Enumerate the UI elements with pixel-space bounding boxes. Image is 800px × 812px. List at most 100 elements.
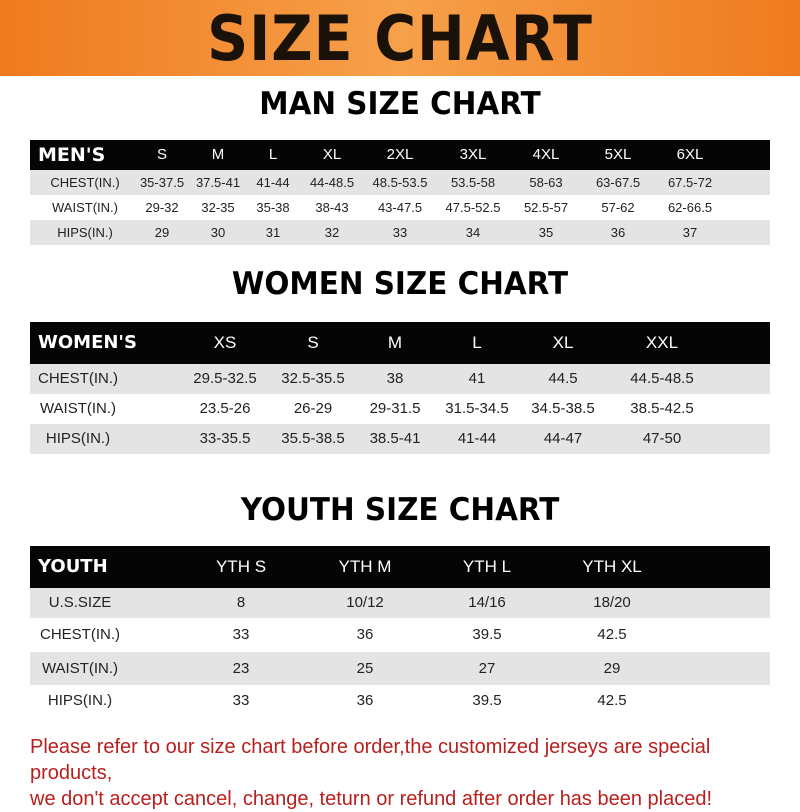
row-label: HIPS(IN.)	[45, 430, 111, 447]
notice: Please refer to our size chart before or…	[30, 734, 790, 812]
women-title: WOMEN SIZE CHART	[231, 266, 569, 302]
table-cell: 33-35.5	[199, 430, 251, 447]
table-cell: 42.5	[597, 626, 627, 643]
table-cell: 37	[682, 225, 698, 240]
table-cell: 36	[356, 626, 374, 643]
row-label: WAIST(IN.)	[52, 200, 118, 215]
size-header: S	[307, 333, 319, 352]
table-row: HIPS(IN.) 33 36 39.5 42.5	[30, 685, 770, 716]
size-header: XXL	[645, 333, 679, 352]
table-cell: 32.5-35.5	[281, 370, 345, 387]
size-header: 5XL	[604, 146, 632, 163]
table-cell: 35.5-38.5	[281, 430, 345, 447]
banner: SIZE CHART	[0, 0, 800, 76]
banner-title: SIZE CHART	[207, 2, 593, 75]
size-header: M	[211, 146, 225, 163]
table-title-cell: WOMEN'S	[38, 332, 137, 353]
table-cell: 38-43	[315, 200, 349, 215]
table-cell: 29-32	[145, 200, 179, 215]
table-cell: 41-44	[457, 430, 497, 447]
size-header: L	[268, 146, 278, 163]
row-label: U.S.SIZE	[48, 594, 112, 611]
youth-size-table: YOUTH YTH S YTH M YTH L YTH XL U.S.SIZE 8 10/12…	[30, 546, 770, 716]
size-header: YTH XL	[582, 557, 642, 576]
table-cell: 47-50	[642, 430, 682, 447]
notice-line-1: Please refer to our size chart before or…	[30, 736, 711, 784]
table-title-cell: YOUTH	[38, 556, 108, 577]
table-cell: 31.5-34.5	[445, 400, 509, 417]
table-cell: 35	[538, 225, 554, 240]
women-size-table: WOMEN'S XS S M L XL XXL CHEST(IN.) 29.5-32.5 32.5…	[30, 322, 770, 454]
men-title: MAN SIZE CHART	[259, 86, 541, 122]
table-cell: 38.5-41	[369, 430, 421, 447]
table-row: HIPS(IN.) 29 30 31 32 33 34 35 36 37	[30, 220, 770, 245]
table-row: CHEST(IN.) 33 36 39.5 42.5	[30, 618, 770, 652]
table-cell: 25	[356, 660, 374, 677]
table-cell: 23	[232, 660, 250, 677]
table-cell: 38	[386, 370, 404, 387]
table-cell: 32-35	[201, 200, 235, 215]
table-cell: 67.5-72	[667, 175, 713, 190]
size-header: YTH S	[215, 557, 267, 576]
table-cell: 57-62	[601, 200, 635, 215]
row-label: CHEST(IN.)	[50, 175, 120, 190]
table-cell: 29	[154, 225, 170, 240]
table-cell: 44-48.5	[309, 175, 355, 190]
size-header: M	[387, 333, 403, 352]
table-cell: 52.5-57	[523, 200, 569, 215]
table-row: CHEST(IN.) 35-37.5 37.5-41 41-44 44-48.5 48.5…	[30, 170, 770, 195]
size-header: 6XL	[676, 146, 704, 163]
table-row: CHEST(IN.) 29.5-32.5 32.5-35.5 38 41 44.5 44.5…	[30, 364, 770, 394]
table-row: WAIST(IN.) 23 25 27 29	[30, 652, 770, 685]
table-cell: 53.5-58	[450, 175, 496, 190]
header-row: MEN'S S M L XL 2XL 3XL 4XL 5XL 6XL	[30, 140, 770, 170]
row-label: CHEST(IN.)	[40, 626, 120, 643]
table-cell: 29	[603, 660, 621, 677]
men-size-table: MEN'S S M L XL 2XL 3XL 4XL 5XL 6XL CHEST(IN.) 35-37…	[30, 140, 770, 245]
size-header: L	[472, 333, 482, 352]
table-cell: 18/20	[593, 594, 631, 611]
table-cell: 44-47	[543, 430, 583, 447]
table-row: WAIST(IN.) 23.5-26 26-29 29-31.5 31.5-34.5 34…	[30, 394, 770, 424]
size-header: XS	[213, 333, 237, 352]
table-row: WAIST(IN.) 29-32 32-35 35-38 38-43 43-47.5 47.…	[30, 195, 770, 220]
table-cell: 33	[392, 225, 408, 240]
row-label: WAIST(IN.)	[39, 400, 117, 417]
table-title-cell: MEN'S	[38, 144, 106, 166]
row-label: CHEST(IN.)	[38, 370, 118, 387]
header-row: WOMEN'S XS S M L XL XXL	[30, 322, 770, 364]
size-header: 2XL	[386, 146, 414, 163]
row-label: WAIST(IN.)	[41, 660, 119, 677]
table-cell: 26-29	[293, 400, 333, 417]
table-cell: 43-47.5	[377, 200, 423, 215]
table-cell: 42.5	[597, 692, 627, 709]
table-cell: 30	[210, 225, 226, 240]
table-cell: 33	[232, 692, 250, 709]
table-cell: 44.5	[548, 370, 578, 387]
table-cell: 44.5-48.5	[630, 370, 694, 387]
table-cell: 35-38	[256, 200, 290, 215]
table-cell: 36	[610, 225, 626, 240]
row-label: HIPS(IN.)	[47, 692, 113, 709]
table-cell: 29.5-32.5	[193, 370, 257, 387]
table-cell: 10/12	[346, 594, 384, 611]
size-header: 4XL	[532, 146, 560, 163]
size-header: YTH L	[462, 557, 512, 576]
table-cell: 8	[236, 594, 246, 611]
size-header: S	[156, 146, 168, 163]
table-cell: 38.5-42.5	[630, 400, 694, 417]
table-row: HIPS(IN.) 33-35.5 35.5-38.5 38.5-41 41-44 44-…	[30, 424, 770, 454]
table-cell: 23.5-26	[199, 400, 251, 417]
table-cell: 36	[356, 692, 374, 709]
table-cell: 33	[232, 626, 250, 643]
table-cell: 39.5	[472, 626, 502, 643]
table-cell: 58-63	[529, 175, 563, 190]
youth-title: YOUTH SIZE CHART	[240, 492, 560, 528]
table-cell: 41	[468, 370, 486, 387]
row-label: HIPS(IN.)	[57, 225, 113, 240]
table-row: U.S.SIZE 8 10/12 14/16 18/20	[30, 588, 770, 618]
size-header: XL	[322, 146, 342, 163]
table-cell: 62-66.5	[667, 200, 713, 215]
table-cell: 35-37.5	[139, 175, 185, 190]
table-cell: 41-44	[256, 175, 290, 190]
